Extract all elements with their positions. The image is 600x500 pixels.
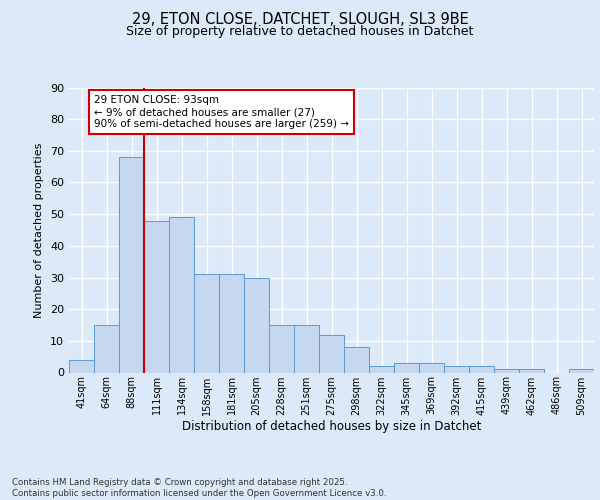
Bar: [519, 370, 544, 372]
Text: 29 ETON CLOSE: 93sqm
← 9% of detached houses are smaller (27)
90% of semi-detach: 29 ETON CLOSE: 93sqm ← 9% of detached ho…: [94, 96, 349, 128]
Bar: [119, 157, 144, 372]
Text: Size of property relative to detached houses in Datchet: Size of property relative to detached ho…: [127, 25, 473, 38]
Text: Contains HM Land Registry data © Crown copyright and database right 2025.
Contai: Contains HM Land Registry data © Crown c…: [12, 478, 386, 498]
Bar: [244, 278, 269, 372]
X-axis label: Distribution of detached houses by size in Datchet: Distribution of detached houses by size …: [182, 420, 481, 434]
Bar: [269, 325, 294, 372]
Bar: [469, 366, 494, 372]
Bar: [144, 220, 169, 372]
Bar: [344, 347, 369, 372]
Bar: [319, 334, 344, 372]
Bar: [494, 370, 519, 372]
Bar: [69, 360, 94, 372]
Bar: [444, 366, 469, 372]
Bar: [219, 274, 244, 372]
Bar: [194, 274, 219, 372]
Bar: [294, 325, 319, 372]
Bar: [94, 325, 119, 372]
Bar: [394, 363, 419, 372]
Text: 29, ETON CLOSE, DATCHET, SLOUGH, SL3 9BE: 29, ETON CLOSE, DATCHET, SLOUGH, SL3 9BE: [131, 12, 469, 28]
Y-axis label: Number of detached properties: Number of detached properties: [34, 142, 44, 318]
Bar: [369, 366, 394, 372]
Bar: [569, 370, 594, 372]
Bar: [419, 363, 444, 372]
Bar: [169, 218, 194, 372]
